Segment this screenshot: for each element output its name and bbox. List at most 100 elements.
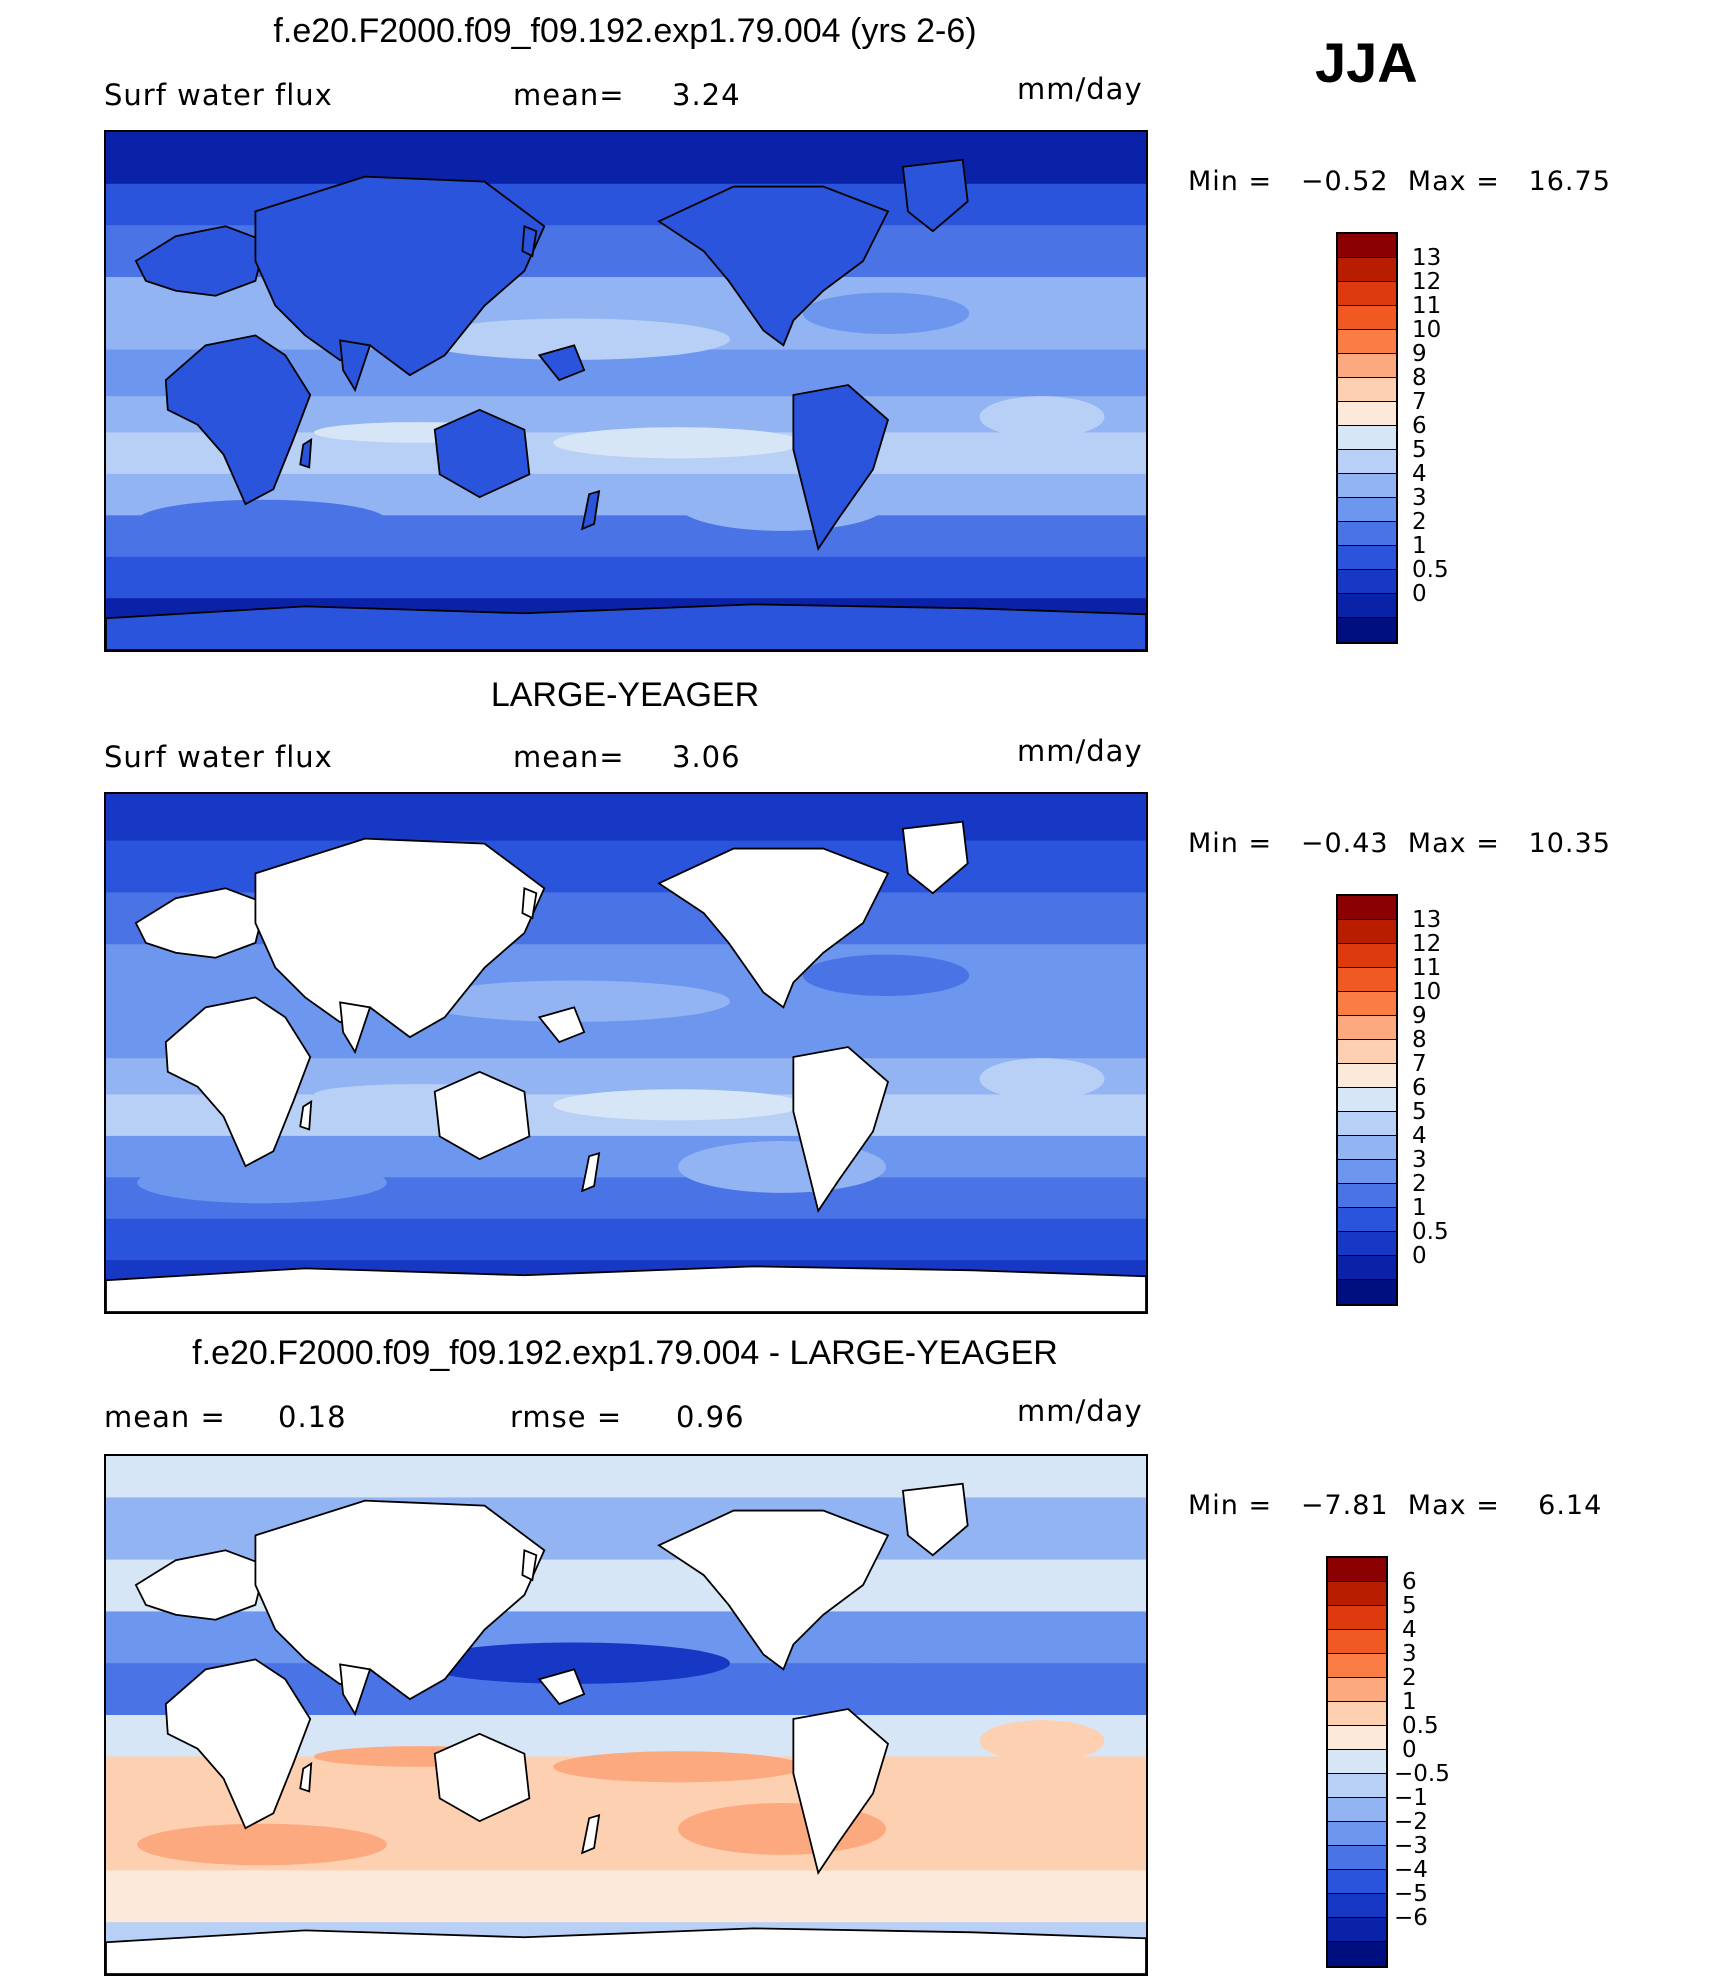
coastline-8 [106, 1265, 1146, 1312]
coastline-11 [537, 344, 586, 382]
colorbar-label: 2 [1402, 1665, 1417, 1691]
colorbar-label: 5 [1412, 1099, 1427, 1125]
colorbar-cell [1328, 1582, 1386, 1606]
colorbar-cell [1328, 1774, 1386, 1798]
colorbar-cell [1338, 618, 1396, 642]
colorbar-cell [1338, 1040, 1396, 1064]
colorbar-cell [1338, 474, 1396, 498]
field-blob-6 [979, 1058, 1105, 1100]
field-blob-5 [137, 1823, 387, 1866]
colorbar-label: 9 [1412, 1003, 1427, 1029]
coastline-12 [521, 1548, 538, 1582]
colorbar-label: 4 [1412, 1123, 1427, 1149]
coastline-4 [433, 408, 531, 499]
colorbar-cell [1338, 896, 1396, 920]
colorbar-cell [1338, 1088, 1396, 1112]
coastline-7 [792, 1708, 890, 1875]
panel-2-mean-value: 3.06 [672, 740, 741, 774]
colorbar-cell [1338, 1256, 1396, 1280]
colorbar-cell [1338, 498, 1396, 522]
coastline-12 [521, 886, 538, 920]
panel-2-max-label: Max = [1407, 828, 1500, 859]
colorbar-cell [1338, 426, 1396, 450]
colorbar-label: 0 [1402, 1737, 1417, 1763]
coastline-6 [901, 158, 969, 233]
field-band-9 [106, 1218, 1146, 1262]
panel-3-min-max: Min = −7.81 Max = 6.14 [1188, 1490, 1602, 1521]
colorbar-label: 1 [1402, 1689, 1417, 1715]
coastline-0 [164, 1658, 312, 1830]
coastline-7 [792, 1046, 890, 1213]
colorbar-label: 0 [1412, 581, 1427, 607]
coastline-9 [299, 437, 313, 469]
colorbar-label: −1 [1394, 1785, 1428, 1811]
field-blob-2 [802, 954, 970, 997]
map-svg [106, 1456, 1146, 1974]
panel-3-colorbar [1326, 1556, 1388, 1968]
coastline-1 [134, 1549, 267, 1621]
coastline-8 [106, 1927, 1146, 1974]
field-band-0 [106, 1456, 1146, 1499]
panel-2-variable: Surf water flux [104, 740, 333, 774]
panel-1-mean-label: mean= [513, 78, 625, 112]
colorbar-label: −6 [1394, 1905, 1428, 1931]
field-blob-2 [802, 292, 970, 335]
colorbar-label: 12 [1412, 269, 1442, 295]
panel-1-mean-value: 3.24 [672, 78, 741, 112]
coastline-0 [164, 334, 312, 506]
colorbar-cell [1338, 282, 1396, 306]
colorbar-cell [1338, 1208, 1396, 1232]
field-blob-0 [553, 427, 803, 459]
field-blob-3 [417, 318, 730, 360]
colorbar-label: 3 [1412, 1147, 1427, 1173]
colorbar-cell [1328, 1678, 1386, 1702]
panel-1-variable: Surf water flux [104, 78, 333, 112]
coastline-11 [537, 1668, 586, 1706]
panel-3-title: f.e20.F2000.f09_f09.192.exp1.79.004 - LA… [192, 1334, 1058, 1372]
coastline-10 [580, 1813, 601, 1855]
coastline-4 [433, 1070, 531, 1161]
colorbar-label: 10 [1412, 979, 1442, 1005]
colorbar-label: 5 [1402, 1593, 1417, 1619]
colorbar-label: 8 [1412, 1027, 1427, 1053]
coastline-9 [299, 1099, 313, 1131]
colorbar-cell [1328, 1558, 1386, 1582]
coastline-6 [901, 820, 969, 895]
panel-3-min-label: Min = [1188, 1490, 1273, 1521]
coastline-5 [657, 847, 890, 1009]
colorbar-label: −4 [1394, 1857, 1428, 1883]
field-blob-5 [137, 1161, 387, 1204]
colorbar-label: 11 [1412, 955, 1442, 981]
panel-2-units: mm/day [1017, 734, 1143, 768]
coastline-6 [901, 1482, 969, 1557]
colorbar-cell [1328, 1894, 1386, 1918]
colorbar-cell [1338, 920, 1396, 944]
colorbar-cell [1338, 944, 1396, 968]
panel-1-max-label: Max = [1407, 166, 1500, 197]
panel-2-mean-label: mean= [513, 740, 625, 774]
coastline-0 [164, 996, 312, 1168]
colorbar-cell [1338, 570, 1396, 594]
colorbar-label: 6 [1412, 1075, 1427, 1101]
coastline-4 [433, 1732, 531, 1823]
colorbar-label: 7 [1412, 389, 1427, 415]
colorbar-label: 0.5 [1412, 557, 1449, 583]
colorbar-cell [1338, 1112, 1396, 1136]
panel-1-units: mm/day [1017, 72, 1143, 106]
coastline-3 [339, 339, 372, 393]
colorbar-label: −0.5 [1394, 1761, 1450, 1787]
colorbar-label: 9 [1412, 341, 1427, 367]
panel-1-map [104, 130, 1148, 652]
colorbar-label: 3 [1412, 485, 1427, 511]
field-blob-3 [417, 980, 730, 1022]
colorbar-cell [1328, 1870, 1386, 1894]
colorbar-label: 8 [1412, 365, 1427, 391]
colorbar-label: 4 [1402, 1617, 1417, 1643]
colorbar-label: 0.5 [1402, 1713, 1439, 1739]
colorbar-label: −5 [1394, 1881, 1428, 1907]
coastline-2 [254, 175, 546, 377]
coastline-11 [537, 1006, 586, 1044]
field-blob-6 [979, 396, 1105, 438]
coastline-7 [792, 384, 890, 551]
field-band-0 [106, 132, 1146, 185]
